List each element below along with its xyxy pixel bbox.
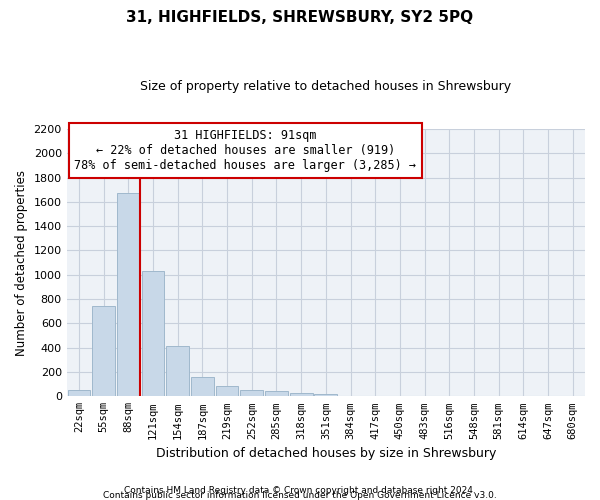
Bar bbox=[68, 390, 91, 396]
Bar bbox=[117, 194, 140, 396]
Text: Contains HM Land Registry data © Crown copyright and database right 2024.: Contains HM Land Registry data © Crown c… bbox=[124, 486, 476, 495]
Bar bbox=[142, 271, 164, 396]
Text: Contains public sector information licensed under the Open Government Licence v3: Contains public sector information licen… bbox=[103, 491, 497, 500]
Bar bbox=[241, 390, 263, 396]
Title: Size of property relative to detached houses in Shrewsbury: Size of property relative to detached ho… bbox=[140, 80, 511, 93]
Text: 31 HIGHFIELDS: 91sqm
← 22% of detached houses are smaller (919)
78% of semi-deta: 31 HIGHFIELDS: 91sqm ← 22% of detached h… bbox=[74, 129, 416, 172]
Bar bbox=[290, 392, 313, 396]
Bar bbox=[314, 394, 337, 396]
Bar bbox=[166, 346, 189, 397]
Y-axis label: Number of detached properties: Number of detached properties bbox=[15, 170, 28, 356]
Text: 31, HIGHFIELDS, SHREWSBURY, SY2 5PQ: 31, HIGHFIELDS, SHREWSBURY, SY2 5PQ bbox=[127, 10, 473, 25]
Bar bbox=[191, 378, 214, 396]
X-axis label: Distribution of detached houses by size in Shrewsbury: Distribution of detached houses by size … bbox=[155, 447, 496, 460]
Bar bbox=[265, 392, 288, 396]
Bar bbox=[92, 306, 115, 396]
Bar bbox=[216, 386, 238, 396]
